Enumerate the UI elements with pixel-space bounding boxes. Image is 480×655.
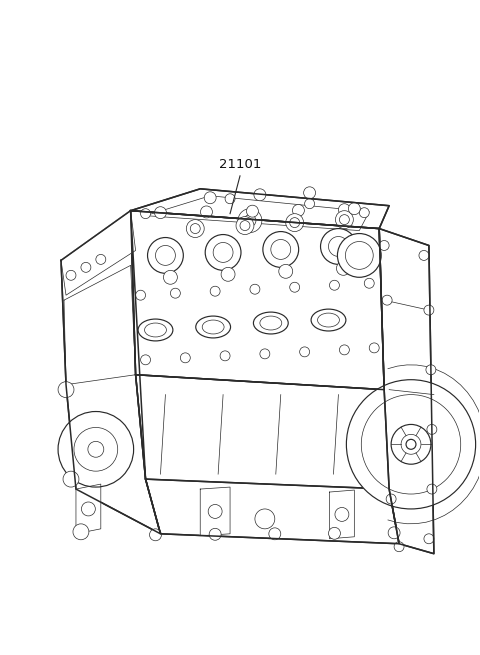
Circle shape [186,219,204,238]
Polygon shape [145,479,399,544]
Circle shape [419,250,429,261]
Circle shape [164,271,178,284]
Circle shape [260,349,270,359]
Circle shape [236,217,254,234]
Circle shape [204,192,216,204]
Circle shape [141,209,151,219]
Ellipse shape [311,309,346,331]
Circle shape [292,204,304,216]
Polygon shape [131,189,389,229]
Text: 21101: 21101 [219,158,261,171]
Circle shape [82,502,96,516]
Circle shape [208,504,222,518]
Circle shape [388,527,400,539]
Circle shape [290,282,300,292]
Circle shape [424,534,434,544]
Circle shape [338,204,350,215]
Polygon shape [76,484,101,534]
Circle shape [300,347,310,357]
Circle shape [150,529,161,541]
Circle shape [58,382,74,398]
Circle shape [382,295,392,305]
Circle shape [136,290,145,300]
Circle shape [254,189,266,200]
Circle shape [63,471,79,487]
Circle shape [155,207,167,219]
Circle shape [360,208,369,217]
Polygon shape [200,487,230,536]
Circle shape [394,542,404,552]
Circle shape [424,305,434,315]
Circle shape [141,355,151,365]
Circle shape [73,524,89,540]
Circle shape [246,205,258,217]
Circle shape [337,234,381,277]
Circle shape [364,278,374,288]
Circle shape [209,529,221,540]
Polygon shape [61,211,160,534]
Circle shape [238,209,262,233]
Circle shape [263,232,299,267]
Polygon shape [379,229,434,553]
Circle shape [339,345,349,355]
Circle shape [225,194,235,204]
Circle shape [81,263,91,272]
Circle shape [347,380,476,509]
Circle shape [250,284,260,294]
Ellipse shape [138,319,173,341]
Circle shape [221,267,235,281]
Circle shape [348,203,360,215]
Circle shape [58,411,133,487]
Circle shape [427,484,437,494]
Ellipse shape [253,312,288,334]
Polygon shape [136,375,389,489]
Circle shape [304,187,315,198]
Circle shape [336,211,353,229]
Circle shape [66,271,76,280]
Circle shape [210,286,220,296]
Circle shape [220,351,230,361]
Circle shape [329,280,339,290]
Circle shape [321,229,356,265]
Circle shape [279,265,293,278]
Circle shape [305,198,314,209]
Circle shape [205,234,241,271]
Polygon shape [61,211,136,295]
Circle shape [335,508,349,521]
Circle shape [369,343,379,353]
Polygon shape [329,490,354,539]
Circle shape [255,509,275,529]
Circle shape [170,288,180,298]
Circle shape [286,214,304,232]
Circle shape [379,240,389,250]
Circle shape [386,494,396,504]
Circle shape [180,353,190,363]
Ellipse shape [196,316,230,338]
Circle shape [201,206,213,218]
Circle shape [147,238,183,273]
Circle shape [269,528,281,540]
Circle shape [328,527,340,539]
Circle shape [336,261,350,275]
Polygon shape [131,211,384,390]
Circle shape [427,424,437,434]
Circle shape [96,254,106,265]
Circle shape [426,365,436,375]
